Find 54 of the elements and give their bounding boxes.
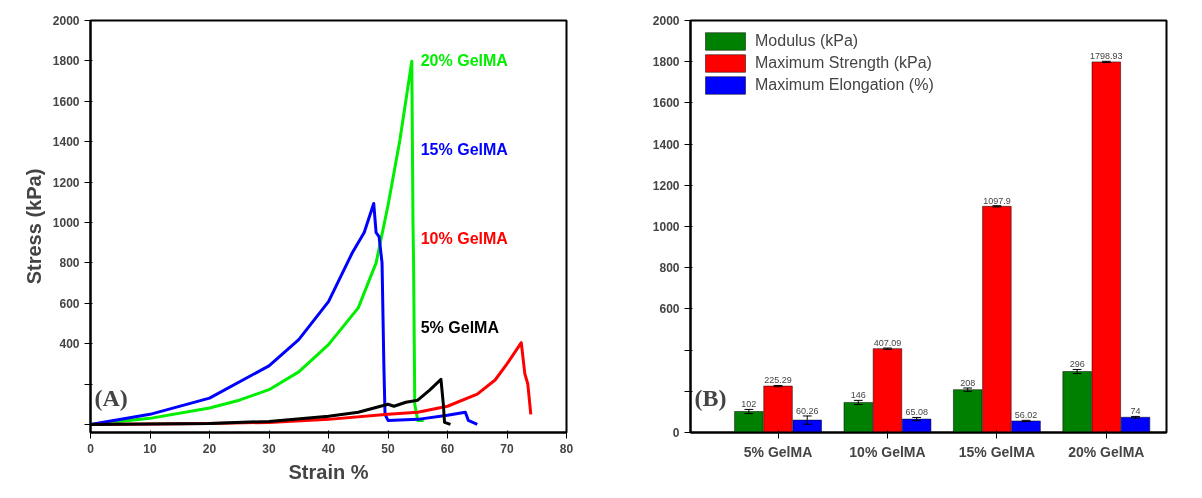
x-tick-label: 40: [321, 441, 336, 456]
y-tick-label: 800: [659, 261, 680, 276]
y-tick-label: 1400: [652, 137, 680, 152]
x-tick-label: 20% GelMA: [1068, 443, 1145, 460]
y-tick-label: 800: [59, 256, 80, 271]
y-tick-label: 1000: [52, 215, 80, 230]
x-tick-label: 15% GelMA: [958, 443, 1036, 460]
data-label: 65.08: [905, 407, 928, 418]
y-tick-label: 1800: [52, 54, 80, 69]
data-label: 56.02: [1014, 410, 1038, 421]
y-tick-label: 1600: [652, 96, 680, 111]
x-tick-label: 50: [381, 441, 395, 456]
annotation: (B): [694, 384, 727, 411]
text: 15% GelMA: [420, 140, 509, 158]
x-tick-label: 10% GelMA: [849, 443, 926, 460]
x-axis-title: Strain %: [288, 460, 369, 483]
data-label: 74: [1130, 406, 1141, 417]
y-tick-label: 2000: [52, 14, 80, 28]
legend-label: Modulus (kPa): [755, 32, 859, 50]
data-label: 208: [960, 378, 976, 388]
y-tick-label: 400: [59, 337, 80, 352]
x-tick-label: 10: [143, 441, 157, 456]
x-tick-label: 70: [500, 441, 514, 456]
y-tick-label: 1600: [52, 94, 80, 109]
series-label: 20% GelMA: [420, 51, 509, 69]
x-tick-label: 80: [559, 441, 574, 456]
y-tick-label: 0: [672, 426, 680, 440]
y-tick-label: 600: [59, 296, 80, 311]
text: 10% GelMA: [420, 229, 509, 247]
y-axis-title: Stress (kPa): [22, 168, 45, 285]
y-tick-label: 1800: [652, 55, 680, 70]
data-label: 1097.9: [983, 195, 1011, 206]
data-label: 1798.93: [1090, 51, 1123, 62]
y-tick-label: 1400: [52, 135, 80, 150]
y-tick-label: 1200: [652, 178, 680, 193]
data-label: 296: [1069, 359, 1085, 370]
data-label: 60.26: [795, 405, 819, 416]
x-tick-label: 30: [262, 441, 276, 456]
data-label: 407.09: [873, 338, 902, 349]
data-label: 225.29: [764, 375, 792, 386]
y-tick-label: 2000: [652, 14, 680, 28]
y-tick-label: 1000: [652, 220, 680, 234]
y-tick-label: 600: [659, 302, 680, 317]
data-label: 146: [850, 390, 866, 401]
text: 5% GelMA: [420, 318, 500, 336]
annotation: (A): [94, 384, 128, 411]
x-tick-label: 20: [202, 441, 217, 456]
legend-label: Maximum Strength (kPa): [755, 54, 932, 72]
legend-label: Maximum Elongation (%): [755, 76, 934, 94]
data-label: 102: [741, 399, 757, 410]
x-tick-label: 5% GelMA: [743, 443, 813, 460]
y-tick-label: 1200: [52, 175, 80, 190]
x-tick-label: 60: [440, 441, 455, 456]
x-tick-label: 0: [87, 441, 95, 456]
